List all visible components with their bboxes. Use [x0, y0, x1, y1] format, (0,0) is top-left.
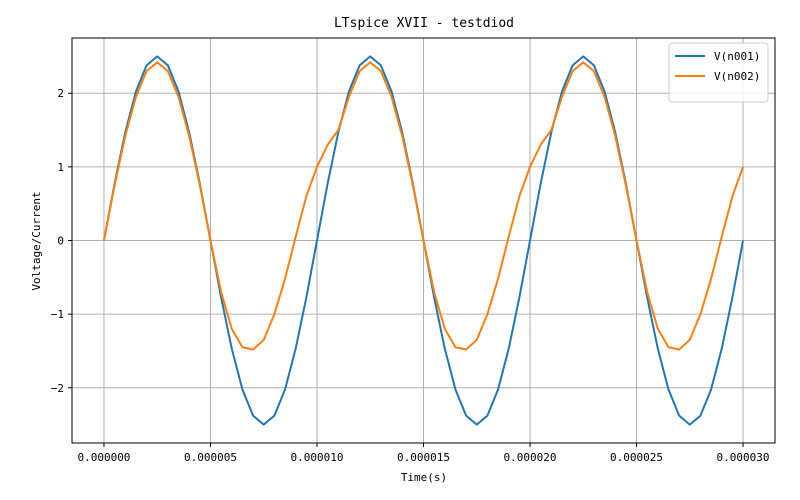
y-axis-ticks: −2 −1 0 1 2 [51, 87, 72, 395]
plot-area [71, 37, 776, 444]
x-tick-label: 0.000000 [77, 451, 130, 464]
x-tick-label: 0.000010 [290, 451, 343, 464]
y-tick-label: −2 [51, 382, 64, 395]
y-tick-label: 0 [57, 235, 64, 248]
x-tick-label: 0.000020 [504, 451, 557, 464]
series-line-v-n002 [102, 61, 744, 351]
x-tick-label: 0.000005 [184, 451, 237, 464]
legend-label-v-n001: V(n001) [714, 50, 760, 63]
x-tick-label: 0.000025 [610, 451, 663, 464]
y-tick-label: 1 [57, 161, 64, 174]
x-tick-label: 0.000030 [717, 451, 770, 464]
x-axis-label: Time(s) [401, 471, 447, 484]
chart-title: LTspice XVII - testdiod [334, 16, 514, 31]
y-tick-label: 2 [57, 87, 64, 100]
y-tick-label: −1 [51, 308, 64, 321]
legend: V(n001) V(n002) [668, 42, 769, 103]
legend-box [668, 42, 769, 103]
y-axis-label: Voltage/Current [30, 191, 43, 290]
x-tick-label: 0.000015 [397, 451, 450, 464]
x-axis-ticks: 0.000000 0.000005 0.000010 0.000015 0.000020… [77, 443, 770, 464]
series-lines [102, 55, 745, 426]
legend-label-v-n002: V(n002) [714, 70, 760, 83]
